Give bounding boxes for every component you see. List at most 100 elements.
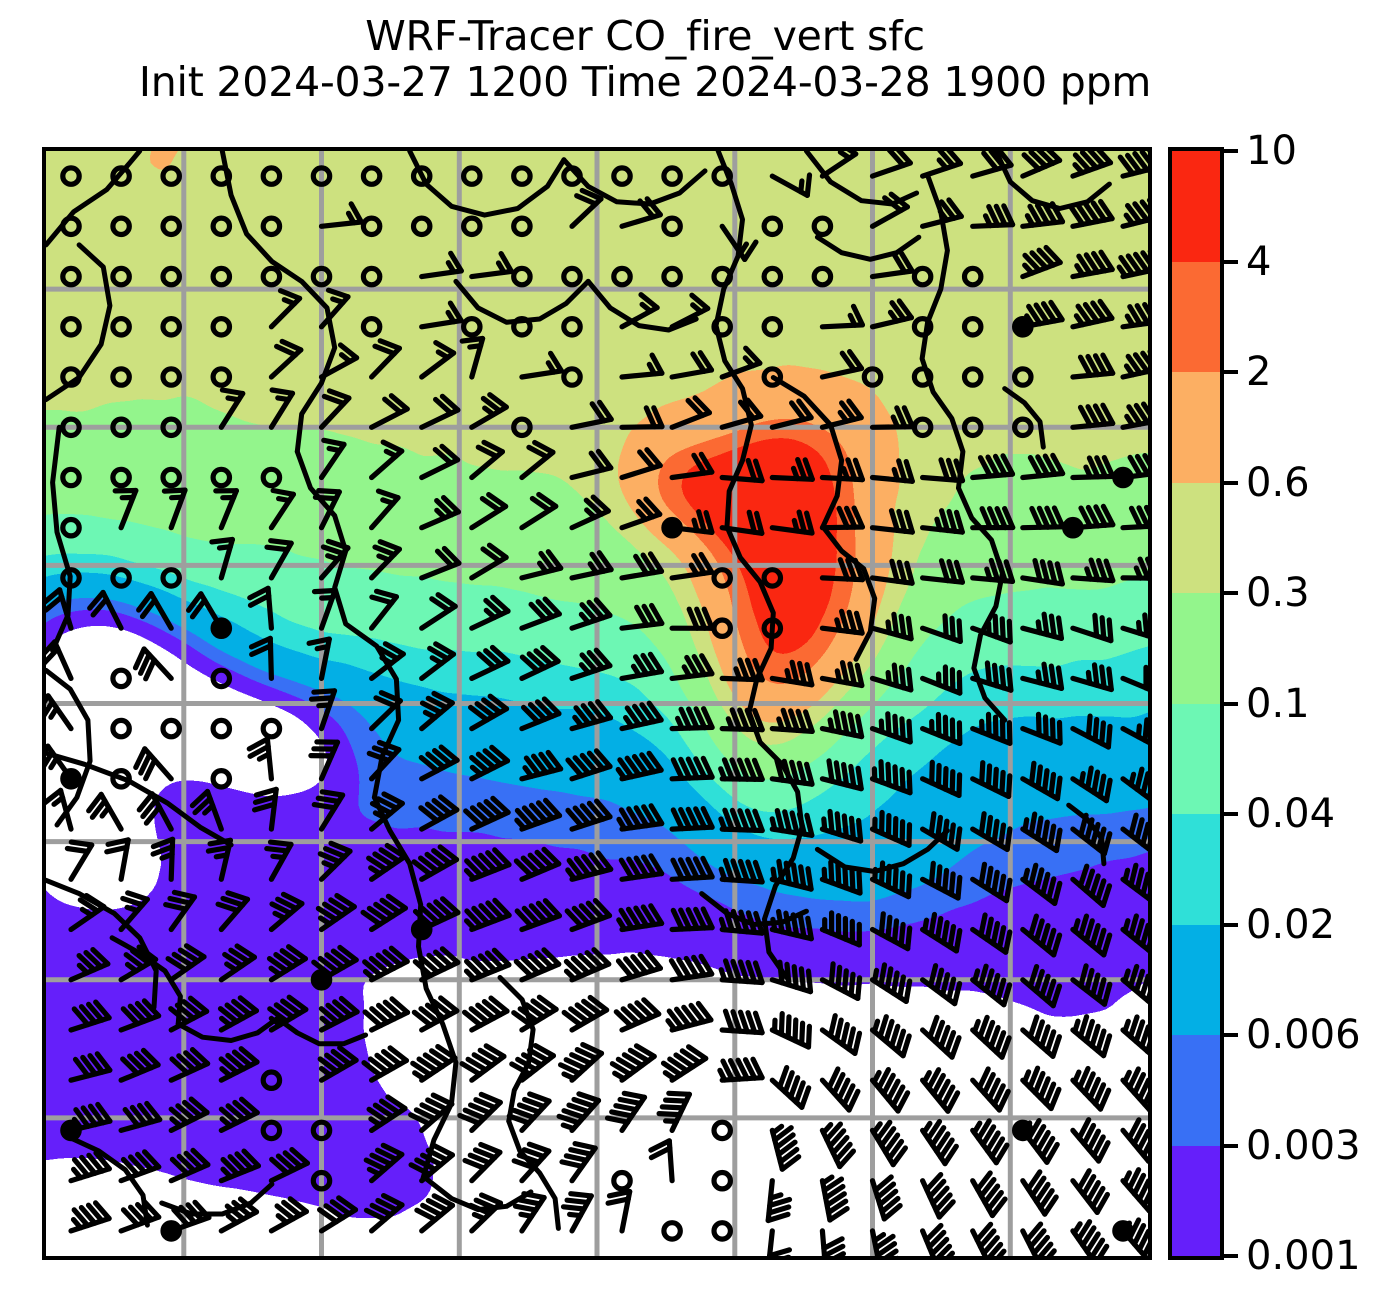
colorbar[interactable] — [1168, 147, 1224, 1260]
wind-barb-half-feather — [326, 445, 343, 454]
wind-barb-half-feather — [639, 301, 654, 314]
wind-barb-calm-circle — [911, 316, 934, 338]
wind-barb-full-feather — [481, 697, 503, 716]
wind-barb-full-feather — [934, 915, 944, 942]
wind-barb-full-feather — [805, 915, 814, 942]
wind-barb-full-feather — [1139, 973, 1148, 999]
wind-barb-full-feather — [615, 958, 635, 980]
wind-barb-full-feather — [324, 952, 346, 971]
wind-barb-full-feather — [613, 1103, 639, 1113]
wind-barb-full-feather — [620, 1006, 641, 1026]
wind-barb-full-feather — [779, 1154, 802, 1172]
wind-barb-full-feather — [898, 613, 907, 640]
wind-barb-full-feather — [634, 604, 650, 628]
wind-barb-full-feather — [475, 751, 497, 771]
wind-barb-full-feather — [854, 662, 865, 689]
wind-barb-full-feather — [847, 661, 858, 687]
wind-barb-full-feather — [881, 1072, 896, 1097]
wind-barb — [563, 947, 612, 983]
wind-barb-full-feather — [120, 1056, 140, 1077]
wind-barb — [118, 1100, 163, 1134]
wind-barb-half-feather — [467, 343, 484, 350]
wind-barb-full-feather — [486, 492, 509, 509]
wind-barb — [869, 1066, 911, 1114]
wind-barb-full-feather — [803, 761, 815, 787]
wind-barb-full-feather — [587, 701, 606, 723]
wind-barb — [819, 961, 863, 1002]
wind-barb — [132, 646, 174, 682]
wind-barb-full-feather — [576, 1091, 602, 1104]
wind-barb-full-feather — [595, 448, 614, 471]
wind-barb-full-feather — [1139, 199, 1148, 215]
wind-barb-full-feather — [225, 1052, 247, 1072]
wind-barb-calm-circle — [210, 165, 233, 187]
map-plot-area[interactable] — [42, 147, 1152, 1260]
wind-barb-full-feather — [821, 1243, 846, 1256]
wind-barb — [266, 944, 308, 983]
wind-barb-full-feather — [1044, 505, 1058, 530]
wind-barb-full-feather — [189, 1046, 211, 1067]
wind-barb-half-feather — [934, 516, 943, 533]
wind-barb-full-feather — [548, 350, 565, 374]
wind-barb-full-feather — [487, 392, 509, 410]
wind-barb-full-feather — [136, 944, 159, 963]
wind-barb-full-feather — [644, 447, 663, 469]
wind-barb-full-feather — [752, 1010, 765, 1036]
wind-barb-full-feather — [462, 1157, 487, 1171]
wind-barb-calm-circle — [611, 265, 633, 288]
wind-barb-full-feather — [434, 498, 455, 518]
wind-barb-full-feather — [427, 645, 451, 662]
wind-barb — [569, 699, 614, 732]
wind-barb — [369, 539, 402, 581]
wind-barb-full-feather — [424, 851, 446, 870]
wind-barb-half-feather — [887, 309, 900, 324]
wind-barb-full-feather — [1048, 663, 1057, 690]
wind-barb-full-feather — [168, 1106, 190, 1126]
wind-barb — [419, 592, 458, 631]
wind-barb-full-feather — [87, 1053, 106, 1075]
wind-barb-full-feather — [376, 739, 402, 753]
wind-barb-half-feather — [383, 448, 399, 459]
wind-barb-calm-circle — [110, 416, 132, 439]
wind-barb-full-feather — [752, 859, 765, 885]
wind-barb — [719, 457, 765, 484]
wind-barb-full-feather — [92, 1200, 112, 1222]
wind-barb-full-feather — [564, 1197, 591, 1206]
coastline-path — [561, 157, 708, 207]
wind-barb-half-feather — [622, 714, 635, 730]
wind-barb-full-feather — [78, 1204, 98, 1226]
wind-barb-full-feather — [1131, 1222, 1147, 1247]
wind-barb-full-feather — [316, 488, 342, 495]
wind-barb-full-feather — [176, 1153, 197, 1174]
wind-barb — [463, 947, 512, 983]
wind-barb-full-feather — [588, 450, 607, 473]
wind-barb — [1117, 151, 1148, 179]
wind-barb — [362, 996, 411, 1033]
wind-barb-full-feather — [520, 955, 541, 976]
wind-barb-full-feather — [319, 789, 346, 798]
wind-barb-full-feather — [999, 616, 1006, 642]
wind-barb — [1070, 812, 1113, 857]
wind-barb-full-feather — [363, 1207, 388, 1223]
wind-barb — [118, 1047, 161, 1083]
wind-barb-half-feather — [429, 655, 445, 666]
wind-barb-full-feather — [323, 845, 348, 860]
wind-barb-full-feather — [1027, 913, 1040, 939]
wind-barb-full-feather — [929, 1236, 950, 1256]
wind-barb-full-feather — [535, 900, 555, 922]
wind-barb-half-feather — [984, 566, 993, 583]
wind-barb-full-feather — [824, 1121, 844, 1143]
wind-barb-full-feather — [1055, 665, 1065, 692]
wind-barb-full-feather — [1126, 1117, 1142, 1141]
wind-barb — [408, 1142, 455, 1184]
wind-barb-full-feather — [1092, 403, 1108, 427]
wind-barb — [1020, 244, 1063, 280]
wind-barb-full-feather — [1050, 983, 1063, 1009]
wind-barb-full-feather — [670, 807, 685, 832]
wind-barb — [68, 1150, 112, 1184]
wind-barb-full-feather — [992, 453, 1008, 478]
wind-barb — [569, 494, 611, 531]
wind-barb — [970, 760, 1013, 800]
wind-barb-full-feather — [1085, 353, 1101, 378]
wind-barb — [408, 1092, 455, 1134]
